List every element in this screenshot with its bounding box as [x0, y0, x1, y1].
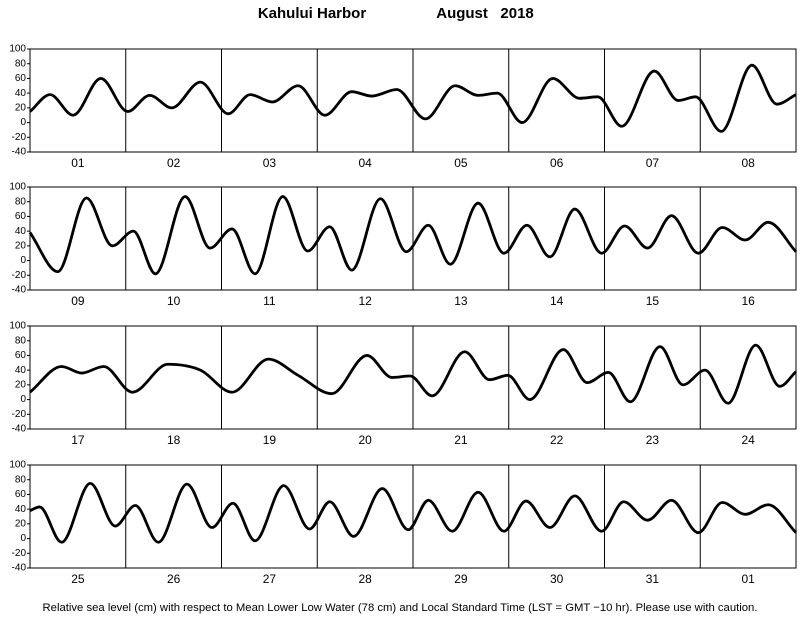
y-tick-label: 0 [20, 255, 26, 266]
x-tick-label: 11 [263, 294, 276, 308]
y-tick-label: 20 [15, 102, 27, 113]
x-tick-label: 27 [263, 572, 277, 586]
y-tick-label: 40 [15, 88, 27, 99]
x-tick-label: 18 [167, 433, 181, 447]
chart-title: Kahului Harbor [258, 5, 367, 22]
x-tick-label: 31 [646, 572, 660, 586]
y-tick-label: -40 [12, 285, 27, 296]
x-tick-label: 09 [71, 294, 85, 308]
y-tick-label: -20 [12, 409, 27, 420]
x-tick-label: 03 [263, 156, 277, 170]
tide-line [29, 63, 797, 133]
x-tick-label: 04 [358, 156, 372, 170]
y-tick-label: 80 [15, 196, 27, 207]
y-tick-label: 100 [9, 460, 26, 471]
x-tick-label: 13 [454, 294, 468, 308]
x-tick-label: 24 [741, 433, 755, 447]
y-tick-label: 80 [15, 335, 27, 346]
chart-subtitle: August 2018 [436, 5, 534, 22]
x-tick-label: 20 [358, 433, 372, 447]
y-tick-label: 20 [15, 240, 27, 251]
y-tick-label: -20 [12, 270, 27, 281]
y-tick-label: -20 [12, 132, 27, 143]
x-tick-label: 21 [454, 433, 468, 447]
y-tick-label: 100 [9, 182, 26, 193]
y-tick-label: 0 [20, 117, 26, 128]
x-tick-label: 08 [741, 156, 755, 170]
y-tick-label: 0 [20, 533, 26, 544]
x-tick-label: 07 [646, 156, 660, 170]
x-tick-label: 12 [358, 294, 372, 308]
x-tick-label: 23 [646, 433, 660, 447]
tide-line [29, 343, 797, 405]
y-tick-label: 20 [15, 518, 27, 529]
x-tick-label: 01 [741, 572, 755, 586]
y-tick-label: 0 [20, 394, 26, 405]
x-tick-label: 16 [741, 294, 755, 308]
x-tick-label: 14 [550, 294, 564, 308]
y-tick-label: 80 [15, 474, 27, 485]
y-tick-label: -40 [12, 147, 27, 158]
y-tick-label: 100 [9, 44, 26, 55]
y-tick-label: -20 [12, 548, 27, 559]
x-tick-label: 25 [71, 572, 85, 586]
tide-line [29, 481, 798, 544]
y-tick-label: 60 [15, 489, 27, 500]
y-tick-label: -40 [12, 424, 27, 435]
y-tick-label: 40 [15, 226, 27, 237]
x-tick-label: 19 [263, 433, 277, 447]
tide-line [28, 195, 798, 276]
x-tick-label: 05 [454, 156, 468, 170]
x-tick-label: 29 [454, 572, 468, 586]
y-tick-label: 20 [15, 379, 27, 390]
y-tick-label: 40 [15, 365, 27, 376]
x-tick-label: 17 [71, 433, 85, 447]
y-tick-label: 60 [15, 350, 27, 361]
y-tick-label: -40 [12, 563, 27, 574]
y-tick-label: 100 [9, 321, 26, 332]
x-tick-label: 02 [167, 156, 181, 170]
x-tick-label: 01 [71, 156, 85, 170]
x-tick-label: 22 [550, 433, 564, 447]
y-tick-label: 40 [15, 504, 27, 515]
x-tick-label: 30 [550, 572, 564, 586]
y-tick-label: 80 [15, 58, 27, 69]
x-tick-label: 10 [167, 294, 181, 308]
x-tick-label: 15 [646, 294, 660, 308]
x-tick-label: 26 [167, 572, 181, 586]
y-tick-label: 60 [15, 73, 27, 84]
x-tick-label: 06 [550, 156, 564, 170]
x-tick-label: 28 [358, 572, 372, 586]
y-tick-label: 60 [15, 211, 27, 222]
footnote: Relative sea level (cm) with respect to … [43, 602, 758, 614]
